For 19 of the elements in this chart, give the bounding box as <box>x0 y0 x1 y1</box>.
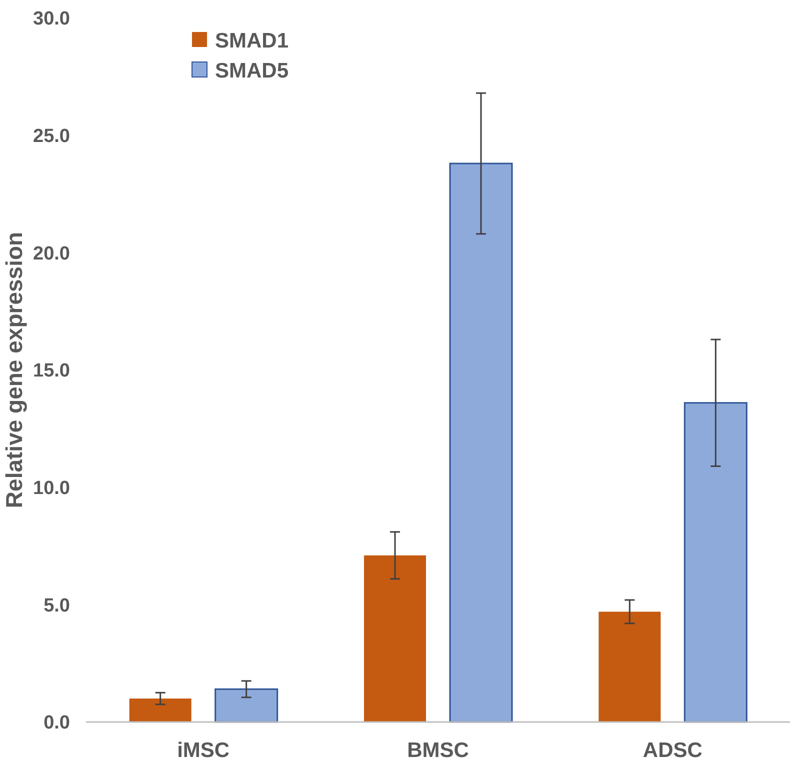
bar <box>129 698 192 722</box>
y-axis-title: Relative gene expression <box>1 232 27 508</box>
bar <box>449 162 513 723</box>
bar <box>684 402 748 723</box>
y-tick-label: 0.0 <box>44 712 70 734</box>
y-tick-label: 30.0 <box>33 8 70 30</box>
legend-label: SMAD5 <box>215 59 289 82</box>
legend-label: SMAD1 <box>215 29 289 52</box>
bar <box>214 688 278 723</box>
y-tick-label: 5.0 <box>44 595 70 616</box>
y-tick-label: 15.0 <box>33 360 70 382</box>
x-tick-label: BMSC <box>407 739 469 762</box>
x-tick-label: ADSC <box>642 739 702 762</box>
y-tick-label: 10.0 <box>33 478 70 499</box>
y-tick-label: 20.0 <box>33 243 70 264</box>
bar <box>598 612 661 722</box>
bar <box>364 555 426 722</box>
y-tick-label: 25.0 <box>33 126 70 147</box>
x-tick-label: iMSC <box>177 739 230 762</box>
